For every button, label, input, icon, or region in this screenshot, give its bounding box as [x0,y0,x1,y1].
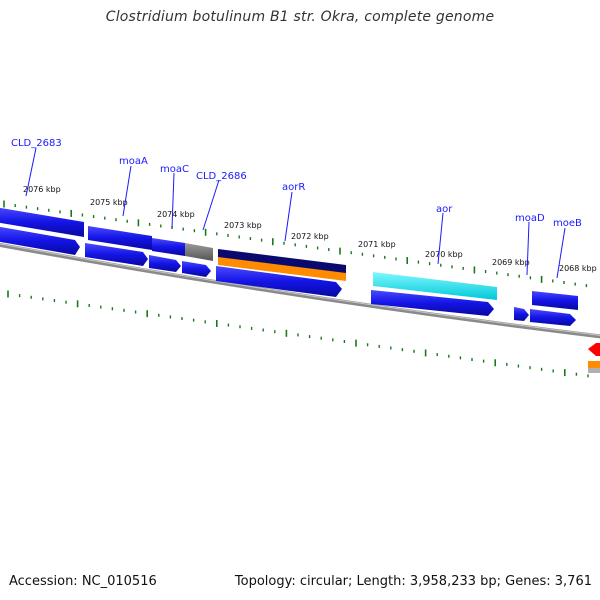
kbp-label: 2070 kbp [425,250,463,259]
forward-strand-genes [0,207,578,310]
gene-label-leaders [25,147,566,279]
kbp-labels: 2076 kbp 2075 kbp 2074 kbp 2073 kbp 2072… [23,185,597,273]
gene-arrow [149,255,181,272]
gene-label-moac[interactable]: moaC [160,164,189,175]
kbp-label: 2071 kbp [358,240,396,249]
gene-label-cld-2683[interactable]: CLD_2683 [11,138,62,149]
gene-block-navy [218,249,346,274]
gene-block [152,238,185,256]
kbp-label: 2076 kbp [23,185,61,194]
accession-text: Accession: NC_010516 [9,574,157,589]
gene-label-cld-2686[interactable]: CLD_2686 [196,171,247,182]
gene-arrow [85,243,148,266]
gene-arrow [514,307,529,321]
lower-tick-row [7,290,589,378]
map-title: Clostridium botulinum B1 str. Okra, comp… [105,9,495,25]
gene-arrow [371,290,494,316]
gene-block-cyan [373,272,497,300]
gene-label-aorr[interactable]: aorR [282,182,305,193]
gene-label-aor[interactable]: aor [436,204,453,215]
gene-block-orange [218,257,346,281]
kbp-label: 2074 kbp [157,210,195,219]
gene-labels: CLD_2683 moaA moaC CLD_2686 aorR aor moa… [11,138,582,229]
kbp-label: 2075 kbp [90,198,128,207]
kbp-label: 2073 kbp [224,221,262,230]
upper-tick-row [3,200,588,288]
reverse-strand-genes [0,226,576,326]
gene-arrow [216,266,342,297]
kbp-label: 2072 kbp [291,232,329,241]
genome-summary-text: Topology: circular; Length: 3,958,233 bp… [234,574,592,589]
edge-genes [588,343,600,373]
kbp-label: 2068 kbp [559,264,597,273]
kbp-label: 2069 kbp [492,258,530,267]
gene-arrow [182,261,211,277]
gene-block-gray [588,368,600,373]
gene-block [88,226,152,250]
genome-backbone [0,242,600,339]
gene-block [0,207,84,237]
gene-label-moaa[interactable]: moaA [119,156,148,167]
gene-label-moeb[interactable]: moeB [553,218,582,229]
gene-block-orange [588,361,600,368]
gene-block-gray [185,243,213,261]
gene-arrow [530,309,576,326]
gene-arrow-red [588,343,600,356]
gene-block [532,291,578,310]
gene-arrow [0,226,80,255]
gene-label-moad[interactable]: moaD [515,213,545,224]
